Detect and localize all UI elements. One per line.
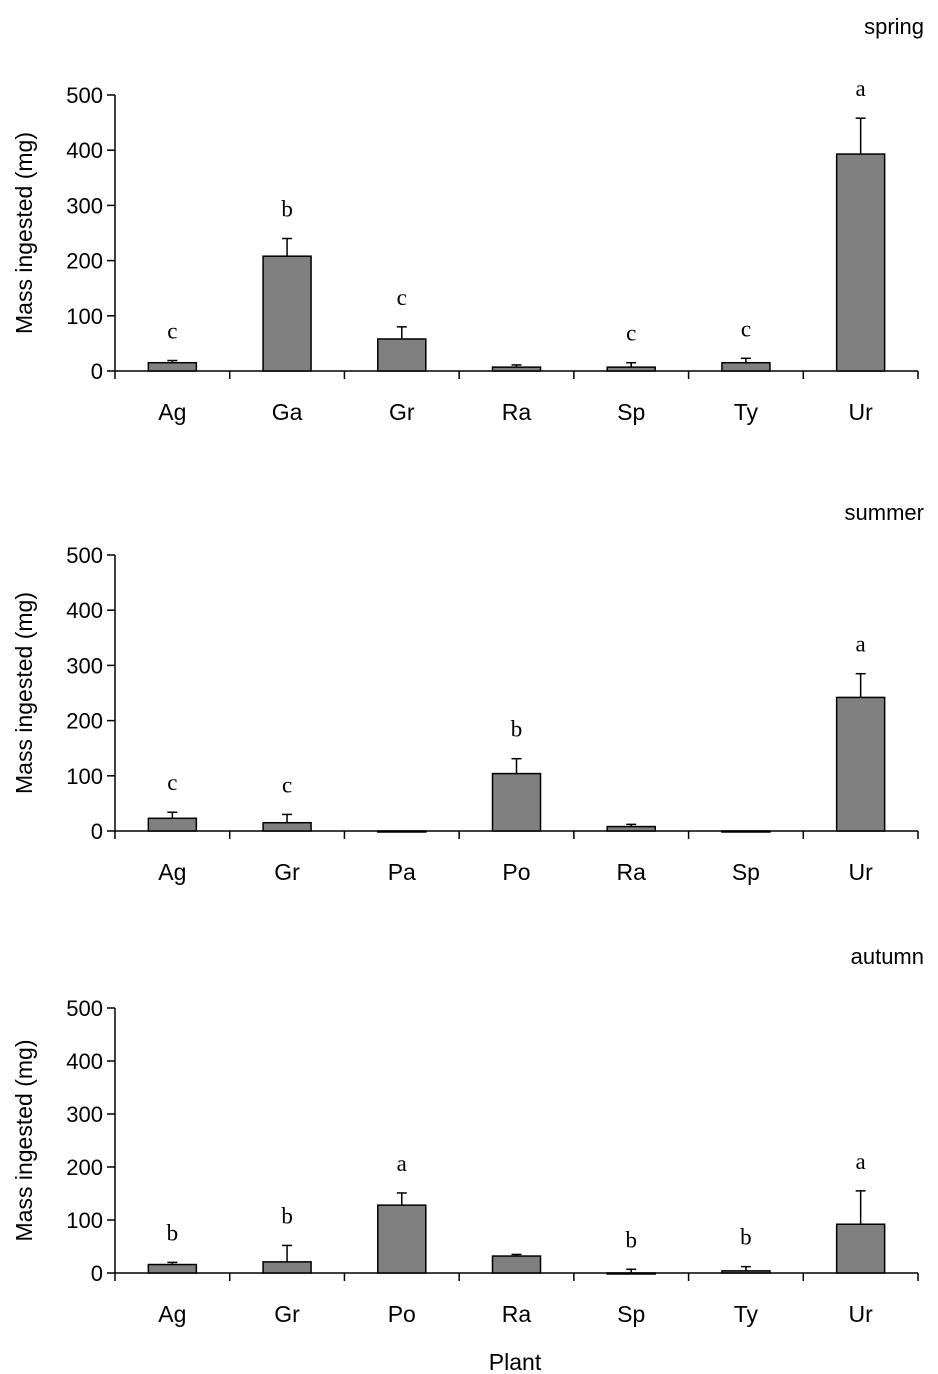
bar-Gr [377, 338, 427, 372]
y-tick-label: 300 [66, 653, 103, 678]
x-tick-label-Ag: Ag [158, 1301, 186, 1327]
y-tick-label: 500 [66, 543, 103, 568]
y-tick-label: 0 [91, 1261, 103, 1286]
y-tick-label: 300 [66, 1102, 103, 1127]
panel-title: spring [864, 14, 924, 39]
bar-Ag [147, 361, 198, 372]
bar-Ga [262, 255, 312, 372]
bar-Sp [721, 830, 771, 833]
y-tick-label: 300 [66, 193, 103, 218]
y-tick-label: 100 [66, 304, 103, 329]
significance-label-Ur: a [856, 76, 866, 101]
x-tick-label-Ty: Ty [734, 1301, 759, 1327]
significance-label-Sp: c [626, 321, 636, 346]
bar-Gr [262, 821, 312, 832]
bar-Ra [491, 1255, 542, 1274]
x-tick-label-Gr: Gr [274, 859, 300, 885]
x-tick-label-Sp: Sp [617, 1301, 645, 1327]
x-tick-label-Ga: Ga [272, 399, 303, 425]
bar-Ag [147, 817, 198, 832]
y-axis-label: Mass ingested (mg) [11, 1040, 37, 1242]
x-tick-label-Po: Po [388, 1301, 416, 1327]
significance-label-Ty: b [740, 1225, 752, 1250]
x-tick-label-Pa: Pa [388, 859, 416, 885]
significance-label-Po: a [397, 1151, 407, 1176]
chart-panel-spring: spring Mass ingested (mg) 0 100 200 300 400 500… [11, 14, 924, 425]
y-tick-label: 400 [66, 138, 103, 163]
x-tick-label-Ag: Ag [158, 859, 186, 885]
significance-label-Ty: c [741, 316, 751, 341]
y-axis-label: Mass ingested (mg) [11, 132, 37, 334]
y-tick-label: 0 [91, 359, 103, 384]
bar-Ra [491, 366, 542, 372]
bar-Ty [721, 361, 771, 372]
bar-Po [491, 772, 542, 832]
bar-Gr [262, 1261, 312, 1274]
bar-Sp [606, 366, 656, 372]
x-tick-label-Ur: Ur [849, 859, 874, 885]
bar-Ra [606, 825, 656, 832]
y-tick-label: 400 [66, 598, 103, 623]
bar-Pa [377, 830, 427, 833]
panel-title: summer [845, 500, 924, 525]
y-tick-label: 200 [66, 709, 103, 734]
x-tick-label-Sp: Sp [617, 399, 645, 425]
y-tick-label: 100 [66, 1208, 103, 1233]
significance-label-Ga: b [281, 197, 293, 222]
y-tick-label: 500 [66, 996, 103, 1021]
x-tick-label-Sp: Sp [732, 859, 760, 885]
significance-label-Gr: b [281, 1203, 293, 1228]
significance-label-Ag: c [167, 319, 177, 344]
significance-label-Ur: a [856, 632, 866, 657]
significance-label-Ur: a [856, 1149, 866, 1174]
chart-panel-autumn: autumn Mass ingested (mg) 0 100 200 300 400 500… [11, 944, 924, 1327]
significance-label-Ag: c [167, 770, 177, 795]
x-tick-label-Po: Po [502, 859, 530, 885]
y-tick-label: 200 [66, 1155, 103, 1180]
y-tick-label: 100 [66, 764, 103, 789]
y-tick-label: 0 [91, 819, 103, 844]
x-tick-label-Gr: Gr [389, 399, 415, 425]
bar-Ur [835, 696, 886, 832]
bar-Ur [835, 153, 886, 372]
y-tick-label: 500 [66, 83, 103, 108]
bar-Po [377, 1204, 427, 1274]
significance-label-Sp: b [625, 1227, 637, 1252]
x-tick-label-Ag: Ag [158, 399, 186, 425]
significance-label-Gr: c [282, 772, 292, 797]
bar-Sp [606, 1272, 656, 1275]
x-tick-label-Ur: Ur [849, 399, 874, 425]
y-tick-label: 200 [66, 249, 103, 274]
x-tick-label-Ra: Ra [502, 1301, 532, 1327]
x-tick-label-Gr: Gr [274, 1301, 300, 1327]
significance-label-Ag: b [167, 1220, 179, 1245]
significance-label-Po: b [511, 717, 523, 742]
x-tick-label-Ra: Ra [617, 859, 647, 885]
panel-title: autumn [851, 944, 924, 969]
y-axis-label: Mass ingested (mg) [11, 592, 37, 794]
x-axis-label: Plant [489, 1349, 542, 1374]
bar-Ur [835, 1223, 886, 1274]
x-tick-label-Ty: Ty [734, 399, 759, 425]
bar-Ty [721, 1270, 771, 1274]
significance-label-Gr: c [397, 285, 407, 310]
chart-panel-summer: summer Mass ingested (mg) 0 100 200 300 400 500… [11, 500, 924, 885]
x-tick-label-Ra: Ra [502, 399, 532, 425]
y-tick-label: 400 [66, 1049, 103, 1074]
x-tick-label-Ur: Ur [849, 1301, 874, 1327]
bar-Ag [147, 1263, 198, 1274]
